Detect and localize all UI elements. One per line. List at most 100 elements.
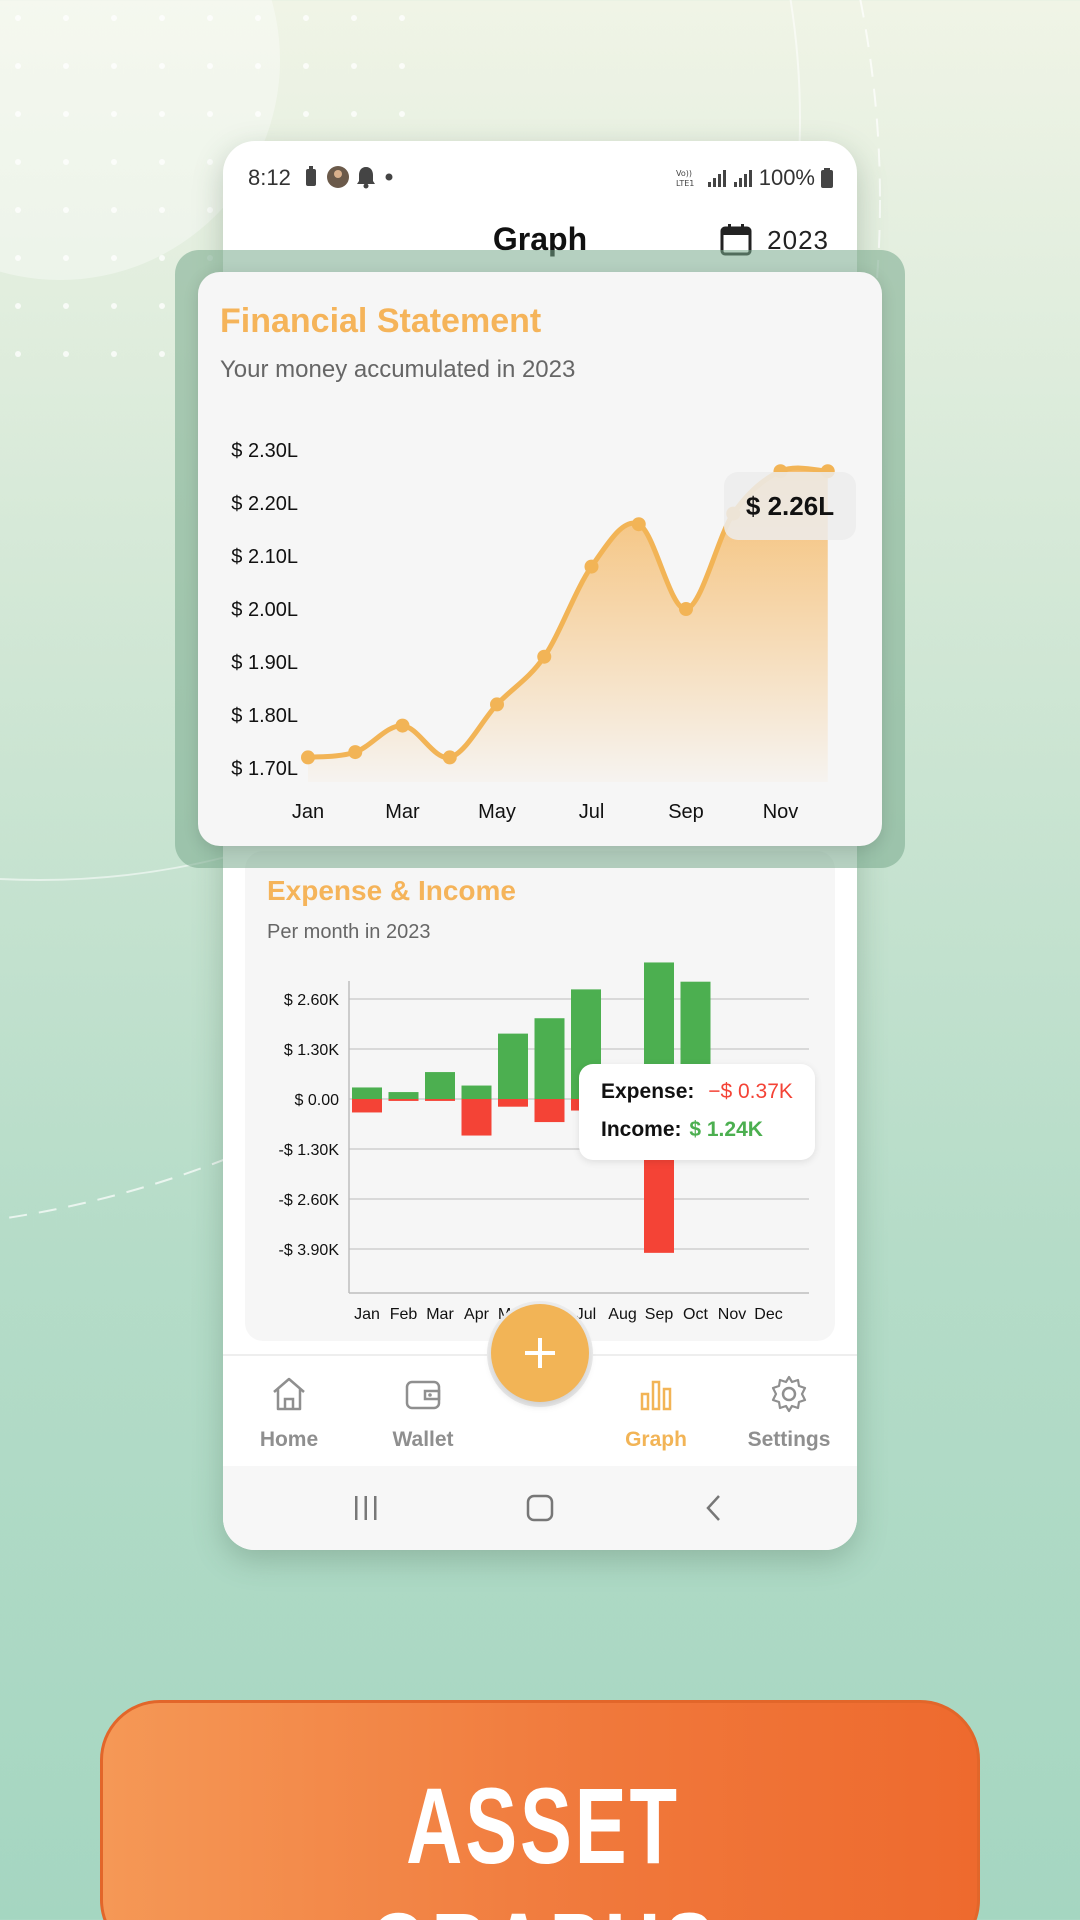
y-tick-label: $ 0.00: [295, 1092, 340, 1109]
data-point[interactable]: [348, 745, 363, 760]
home-icon: [273, 1377, 305, 1411]
income-bar[interactable]: [352, 1087, 382, 1099]
background-dot: [159, 255, 165, 261]
expense-bar[interactable]: [352, 1099, 382, 1113]
line-tooltip-value: $ 2.26L: [745, 490, 835, 521]
background-dot: [15, 111, 21, 117]
expense-bar[interactable]: [461, 1099, 492, 1136]
expense-bar[interactable]: [388, 1099, 419, 1101]
background-dot: [399, 63, 405, 69]
background-dot: [63, 15, 69, 21]
nav-wallet[interactable]: Wallet: [368, 1374, 478, 1452]
background-dot: [63, 351, 69, 357]
financial-statement-title: Financial Statement: [220, 302, 542, 340]
background-dot: [63, 159, 69, 165]
x-tick-label: Mar: [385, 801, 420, 823]
background-dot: [111, 351, 117, 357]
background-dot: [63, 255, 69, 261]
financial-statement-subtitle: Your money accumulated in 2023: [220, 356, 576, 383]
y-tick-label: -$ 3.90K: [279, 1242, 340, 1259]
dot-icon: [385, 173, 393, 181]
income-bar[interactable]: [425, 1072, 455, 1099]
background-dot: [111, 303, 117, 309]
y-tick-label: $ 1.80L: [231, 705, 298, 727]
data-point[interactable]: [395, 718, 410, 733]
y-tick-label: $ 1.70L: [231, 758, 298, 780]
x-tick-label: May: [478, 801, 516, 823]
background-dot: [207, 111, 213, 117]
background-dot: [15, 63, 21, 69]
background-dot: [207, 63, 213, 69]
data-point[interactable]: [631, 517, 646, 532]
nav-graph[interactable]: Graph: [601, 1374, 711, 1452]
y-tick-label: $ 2.20L: [231, 493, 298, 515]
area-fill: [308, 468, 828, 782]
background-dot: [255, 15, 261, 21]
add-button[interactable]: [491, 1304, 589, 1402]
volte-icon: Vo))LTE1: [676, 169, 694, 188]
x-tick-label: Oct: [683, 1306, 708, 1323]
background-dot: [111, 159, 117, 165]
expense-bar[interactable]: [534, 1099, 565, 1123]
background-dot: [159, 351, 165, 357]
recent-apps-icon[interactable]: [351, 1493, 381, 1523]
data-point[interactable]: [301, 750, 315, 765]
data-point[interactable]: [584, 559, 599, 574]
background-dot: [159, 207, 165, 213]
line-tooltip: $ 2.26L: [724, 472, 856, 540]
financial-line-chart: $ 1.70L $ 1.80L $ 1.90L $ 2.00L $ 2.10L $ 2.2…: [231, 440, 835, 823]
background-dot: [15, 303, 21, 309]
x-tick-label: Jul: [579, 801, 605, 823]
background-dot: [15, 255, 21, 261]
nav-wallet-label: Wallet: [392, 1428, 454, 1451]
background-dot: [63, 303, 69, 309]
x-tick-label: Sep: [668, 801, 704, 823]
promo-banner: ASSET GRAPHS: [100, 1700, 980, 1920]
nav-home[interactable]: Home: [234, 1374, 344, 1452]
svg-text:LTE1: LTE1: [676, 179, 694, 188]
avatar-icon: [327, 166, 349, 188]
background-dot: [15, 351, 21, 357]
year-label: 2023: [767, 224, 829, 255]
income-bar[interactable]: [498, 1033, 528, 1099]
back-icon[interactable]: [699, 1493, 729, 1523]
y-tick-label: -$ 2.60K: [279, 1192, 340, 1209]
data-point[interactable]: [679, 602, 693, 616]
y-tick-label: $ 1.90L: [231, 652, 298, 674]
income-bar[interactable]: [388, 1092, 419, 1099]
background-dot: [15, 207, 21, 213]
expense-bar[interactable]: [425, 1099, 455, 1101]
nav-settings[interactable]: Settings: [734, 1374, 844, 1452]
background-dot: [159, 63, 165, 69]
data-point[interactable]: [442, 750, 457, 765]
y-tick-label: $ 2.30L: [231, 440, 298, 462]
tooltip-income-value: $ 1.24K: [689, 1118, 763, 1141]
background-dot: [255, 111, 261, 117]
tooltip-income-label: Income:: [601, 1118, 682, 1141]
background-dot: [63, 63, 69, 69]
income-bar[interactable]: [534, 1018, 565, 1099]
status-bar: 8:12 Vo)) LTE1 100%: [223, 141, 857, 213]
income-bar[interactable]: [461, 1085, 492, 1099]
background-dot: [303, 15, 309, 21]
background-dot: [303, 111, 309, 117]
data-point[interactable]: [537, 649, 552, 664]
status-right: Vo)) LTE1 100%: [675, 165, 833, 191]
background-dot: [399, 111, 405, 117]
x-tick-label: Jul: [576, 1306, 596, 1323]
expense-bar[interactable]: [498, 1099, 528, 1107]
nav-graph-label: Graph: [625, 1428, 687, 1451]
financial-statement-card: Financial Statement Your money accumulat…: [198, 272, 882, 846]
data-point[interactable]: [490, 697, 504, 712]
y-tick-label: $ 2.10L: [231, 546, 298, 568]
background-dot: [399, 15, 405, 21]
x-tick-label: Apr: [464, 1306, 490, 1323]
background-dot: [207, 15, 213, 21]
nav-settings-label: Settings: [747, 1428, 831, 1451]
system-nav-bar: [223, 1466, 857, 1550]
background-dot: [15, 15, 21, 21]
background-dot: [111, 15, 117, 21]
home-nav-icon[interactable]: [525, 1493, 555, 1523]
bar-tooltip: Expense: −$ 0.37K Income: $ 1.24K: [579, 1064, 815, 1160]
background-dot: [351, 15, 357, 21]
